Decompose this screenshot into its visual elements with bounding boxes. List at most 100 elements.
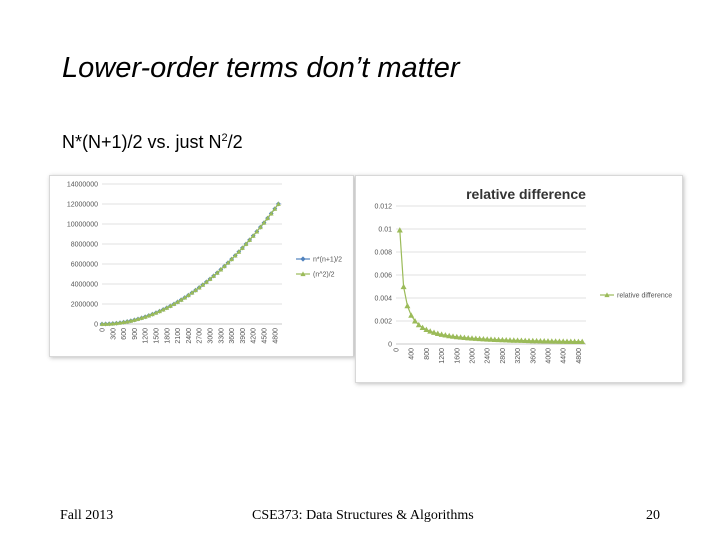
data-point [541,338,548,344]
data-point [99,321,105,326]
data-point [261,220,267,225]
slide-title: Lower-order terms don’t matter [62,52,460,84]
y-tick-label: 10000000 [67,222,98,229]
y-tick-label: 0.004 [374,296,392,303]
footer-term: Fall 2013 [60,508,114,523]
data-point [548,338,555,344]
data-point [175,299,180,304]
data-point [276,201,281,206]
data-point [564,338,570,344]
data-point [142,314,148,319]
legend-marker [300,256,306,262]
x-tick-label: 2400 [186,328,193,344]
data-point [200,282,206,287]
series-line [399,230,583,343]
data-point [567,338,574,344]
data-point [157,308,162,314]
y-tick-label: 0.006 [374,273,392,280]
data-point [438,331,445,337]
data-point [186,292,191,298]
data-point [469,335,475,341]
x-tick-label: 400 [409,348,416,360]
data-point [495,336,502,343]
footer-page-number: 20 [646,508,660,523]
subtitle-superscript: 2 [221,132,228,144]
data-point [465,334,472,341]
data-point [254,229,260,234]
data-point [510,337,517,343]
data-point [484,336,491,342]
data-point [250,233,256,238]
data-point [412,318,418,324]
footer-course: CSE373: Data Structures & Algorithms [252,508,474,523]
data-point [537,337,544,344]
data-point [178,297,184,302]
data-point [518,337,525,343]
x-tick-label: 0 [394,348,401,352]
data-point [457,334,464,340]
data-point [499,336,506,343]
data-point [106,321,112,326]
data-point [415,321,422,328]
chart-comparison: 0 2000000 4000000 6000000 8000000 10000000 120… [49,175,354,357]
data-point [114,320,119,326]
data-point [117,320,123,325]
y-tick-label: 4000000 [71,282,98,289]
data-point [442,332,449,338]
data-point [121,319,126,325]
x-tick-label: 1500 [154,328,161,344]
data-point [218,267,224,272]
x-tick-label: 300 [110,328,117,340]
data-point [243,241,249,246]
data-point [272,206,278,211]
y-tick-label: 8000000 [71,242,98,249]
data-point [193,287,198,293]
data-point [560,338,567,344]
data-point [268,211,274,216]
data-point [132,317,137,322]
legend-marker [300,271,306,277]
data-point [189,290,195,295]
x-tick-label: 4000 [546,348,553,364]
x-tick-label: 3200 [515,348,522,364]
data-point [480,336,487,342]
x-tick-label: 1600 [454,348,461,364]
data-point [404,302,411,309]
y-tick-label: 14000000 [67,182,98,189]
y-tick-label: 0 [388,342,392,349]
data-point [427,328,434,334]
legend-label: relative difference [617,293,672,300]
y-tick-label: 0.008 [374,250,392,257]
data-point [556,338,563,344]
data-point [168,303,173,308]
data-point [135,316,141,321]
x-tick-label: 3900 [240,328,247,344]
x-tick-label: 4800 [272,328,279,344]
data-point [222,263,227,269]
x-tick-label: 4400 [561,348,568,364]
x-tick-label: 4500 [262,328,269,344]
data-point [225,260,231,265]
y-tick-label: 0.01 [378,227,392,234]
x-tick-label: 4200 [251,328,258,344]
data-point [182,295,188,300]
data-point [488,336,494,342]
x-tick-label: 2700 [197,328,204,344]
data-point [419,324,426,330]
chart-relative-difference-svg: relative difference 0 0.002 0.004 0.006 0.008… [374,186,672,364]
data-point [503,337,510,343]
subtitle-end: /2 [227,132,243,152]
data-point [526,337,532,344]
data-point [472,335,479,341]
chart-comparison-svg: 0 2000000 4000000 6000000 8000000 10000000 120… [67,182,342,344]
x-tick-label: 800 [424,348,431,360]
x-tick-label: 2100 [175,328,182,344]
data-point [247,237,252,242]
data-point [400,283,407,290]
legend-label: n*(n+1)/2 [313,257,342,264]
data-point [103,321,108,326]
slide-subtitle: N*(N+1)/2 vs. just N2/2 [62,132,243,153]
data-point [207,276,213,281]
data-point [529,337,536,344]
data-point [579,338,586,345]
